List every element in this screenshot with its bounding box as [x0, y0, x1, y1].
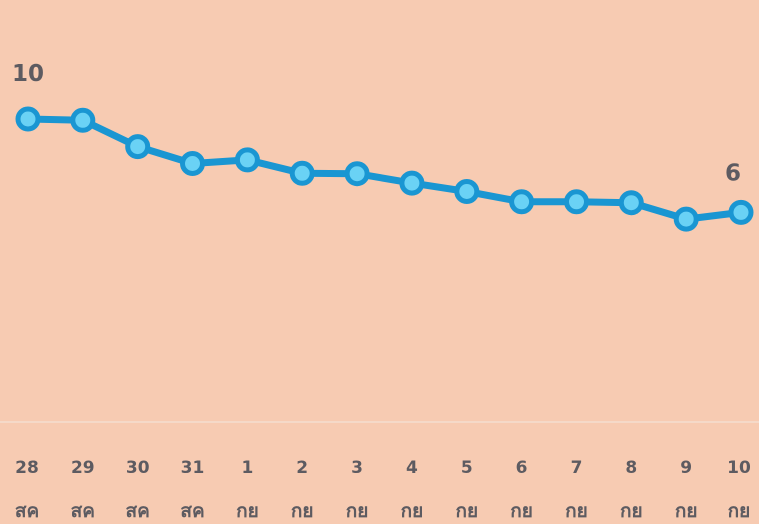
x-tick-day-4: 31 [181, 458, 205, 478]
x-tick-day-7: 3 [351, 458, 363, 478]
x-tick-day-3: 30 [126, 458, 150, 478]
data-point-5 [234, 147, 260, 173]
data-point-10 [509, 189, 535, 215]
x-tick-month-11: กย [565, 500, 588, 522]
last-value-label: 6 [725, 160, 741, 186]
x-tick-day-1: 28 [15, 458, 39, 478]
x-tick-day-9: 5 [461, 458, 473, 478]
x-tick-month-10: กย [510, 500, 533, 522]
x-tick-day-13: 9 [680, 458, 692, 478]
x-tick-month-8: กย [401, 500, 424, 522]
x-tick-day-8: 4 [406, 458, 418, 478]
x-tick-day-2: 29 [71, 458, 95, 478]
x-tick-month-2: สค [71, 500, 95, 522]
x-tick-month-14: กย [728, 500, 751, 522]
first-value-label: 10 [12, 61, 44, 87]
data-point-9 [454, 179, 480, 204]
x-axis-ticks: 28 สค 29 สค 30 สค 31 สค 1 กย 2 กย 3 กย 4 กย 5 กย 6 กย 7 กย 8 กย… [15, 458, 751, 522]
data-point-1 [15, 106, 41, 132]
data-point-14 [728, 199, 754, 225]
x-tick-month-7: กย [346, 500, 369, 522]
x-tick-day-14: 10 [727, 458, 751, 478]
x-tick-month-5: กย [236, 500, 259, 522]
x-tick-month-13: กย [675, 500, 698, 522]
labels-layer: 10 6 [12, 61, 741, 186]
x-tick-month-12: กย [620, 500, 643, 522]
x-tick-month-4: สค [180, 500, 204, 522]
data-point-13 [673, 206, 699, 232]
data-point-3 [125, 134, 151, 160]
x-tick-month-1: สค [15, 500, 39, 522]
x-tick-day-5: 1 [241, 458, 253, 478]
x-tick-day-11: 7 [571, 458, 583, 478]
x-tick-month-9: กย [455, 500, 478, 522]
data-point-8 [399, 170, 425, 196]
x-tick-day-10: 6 [516, 458, 528, 478]
x-tick-month-3: สค [126, 500, 150, 522]
data-point-4 [180, 151, 205, 176]
x-tick-day-6: 2 [296, 458, 308, 478]
data-point-7 [344, 161, 370, 187]
x-tick-day-12: 8 [625, 458, 637, 478]
data-point-12 [618, 190, 644, 216]
data-point-11 [564, 189, 589, 215]
data-point-6 [289, 160, 315, 186]
data-point-2 [70, 107, 96, 133]
x-tick-month-6: กย [291, 500, 314, 522]
data-points-layer [15, 106, 754, 232]
